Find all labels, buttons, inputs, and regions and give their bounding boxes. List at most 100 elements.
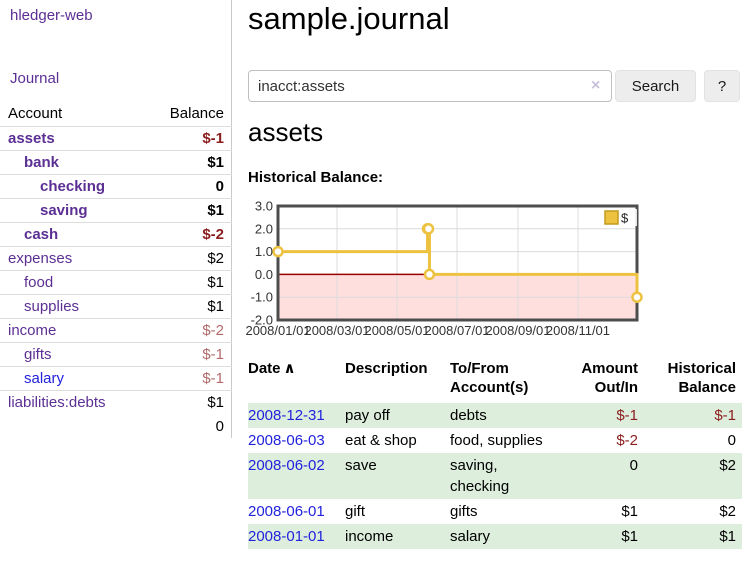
description-column-header: Description — [345, 360, 428, 377]
brand-link[interactable]: hledger-web — [10, 7, 93, 24]
transaction-date-link[interactable]: 2008-06-02 — [248, 457, 325, 474]
plot-border — [276, 204, 639, 322]
transaction-amount: $-1 — [616, 407, 638, 424]
accounts-column-header: To/From Account(s) — [450, 360, 529, 396]
transaction-description: income — [345, 528, 394, 545]
transaction-amount: $-2 — [616, 432, 638, 449]
account-row: supplies $1 — [0, 294, 232, 318]
account-row: gifts $-1 — [0, 342, 232, 366]
x-axis-tick-label: 2008/07/01 — [424, 323, 489, 338]
x-axis-tick-label: 2008/05/01 — [364, 323, 429, 338]
transaction-date-link[interactable]: 2008-06-01 — [248, 503, 325, 520]
accounts-balance-table: Account Balance assets $-1 bank $1 checking 0… — [0, 102, 232, 438]
transaction-balance: $2 — [719, 503, 736, 520]
x-axis-tick-label: 2008/01/01 — [245, 323, 310, 338]
account-row: income $-2 — [0, 318, 232, 342]
register-row: 2008-01-01 income salary $1 $1 — [248, 524, 742, 549]
transaction-balance: $-1 — [714, 407, 736, 424]
account-row: food $1 — [0, 270, 232, 294]
transaction-balance: $2 — [719, 457, 736, 474]
sidebar-account-balance: $1 — [207, 153, 224, 171]
transaction-date-link[interactable]: 2008-01-01 — [248, 528, 325, 545]
sidebar-account-link[interactable]: salary — [24, 369, 65, 387]
page-title: sample.journal — [248, 1, 450, 36]
sidebar-account-balance: $-2 — [202, 321, 224, 339]
sidebar-account-balance: $-1 — [202, 369, 224, 387]
data-point-marker — [422, 223, 435, 235]
transaction-balance: $1 — [719, 528, 736, 545]
legend-swatch — [604, 210, 619, 225]
sidebar-account-link[interactable]: assets — [8, 129, 55, 147]
sidebar-account-link[interactable]: supplies — [24, 297, 80, 315]
transaction-date-link[interactable]: 2008-06-03 — [248, 432, 325, 449]
register-row: 2008-06-03 eat & shop food, supplies $-2 0 — [248, 428, 742, 453]
register-row: 2008-06-01 gift gifts $1 $2 — [248, 499, 742, 524]
accounts-total-balance: 0 — [215, 417, 224, 435]
account-row: salary $-1 — [0, 366, 232, 390]
transaction-balance: 0 — [727, 432, 736, 449]
accounts-total-row: 0 — [0, 414, 232, 438]
search-button[interactable]: Search — [615, 70, 696, 102]
clear-search-icon[interactable]: × — [591, 77, 601, 94]
sidebar-account-link[interactable]: food — [24, 273, 54, 291]
sidebar-account-link[interactable]: liabilities:debts — [8, 393, 106, 411]
sidebar-account-link[interactable]: saving — [40, 201, 88, 219]
transaction-accounts: food, supplies — [450, 432, 543, 449]
total-spacer — [0, 414, 146, 438]
y-axis-tick-label: 2.0 — [255, 221, 273, 236]
sidebar-account-link[interactable]: gifts — [24, 345, 52, 363]
sidebar-account-balance: $-1 — [202, 129, 224, 147]
transaction-accounts: saving, checking — [450, 457, 510, 495]
transaction-description: eat & shop — [345, 432, 417, 449]
amount-column-header: Amount Out/In — [581, 360, 638, 396]
sidebar-item-journal[interactable]: Journal — [10, 70, 60, 87]
transaction-accounts: gifts — [450, 503, 478, 520]
account-column-header: Account — [8, 105, 63, 123]
search-input[interactable] — [248, 70, 612, 102]
help-button[interactable]: ? — [704, 70, 740, 102]
sidebar-account-balance: $1 — [207, 297, 224, 315]
data-point-marker — [631, 291, 643, 303]
y-axis-tick-label: 1.0 — [255, 244, 273, 259]
transaction-amount: $1 — [621, 528, 638, 545]
register-header-row: Date ∧ Description To/From Account(s) Amo… — [248, 356, 742, 403]
legend-label: $ — [621, 211, 629, 226]
transaction-date-link[interactable]: 2008-12-31 — [248, 407, 325, 424]
account-row: cash $-2 — [0, 222, 232, 246]
account-row: assets $-1 — [0, 126, 232, 150]
register-table: Date ∧ Description To/From Account(s) Amo… — [248, 356, 742, 549]
current-account-heading: assets — [248, 117, 324, 147]
sidebar-account-balance: $1 — [207, 273, 224, 291]
sidebar-account-link[interactable]: cash — [24, 225, 59, 243]
data-point-marker — [272, 245, 284, 258]
register-row: 2008-06-02 save saving, checking 0 $2 — [248, 453, 742, 499]
x-axis-tick-label: 2008/09/01 — [485, 323, 550, 338]
y-axis-tick-label: -1.0 — [251, 290, 273, 305]
transaction-amount: 0 — [629, 457, 638, 474]
transaction-description: gift — [345, 503, 366, 520]
transaction-amount: $1 — [621, 503, 638, 520]
sort-ascending-icon: ∧ — [283, 360, 296, 377]
sidebar-account-balance: 0 — [215, 177, 224, 195]
historical-balance-chart: $3.0 2.0 1.0 0.0 -1.0 -2.02008/01/012008/03/0… — [245, 199, 643, 338]
sidebar-account-link[interactable]: income — [8, 321, 57, 339]
transaction-description: pay off — [345, 407, 390, 424]
register-row: 2008-12-31 pay off debts $-1 $-1 — [248, 403, 742, 428]
sidebar-account-balance: $1 — [207, 201, 224, 219]
data-point-marker — [423, 268, 436, 281]
transaction-description: save — [345, 457, 377, 474]
chart-title: Historical Balance: — [248, 169, 384, 186]
sidebar-account-link[interactable]: checking — [40, 177, 106, 195]
account-row: checking 0 — [0, 174, 232, 198]
sidebar-account-link[interactable]: expenses — [8, 249, 73, 267]
x-axis-tick-label: 2008/03/01 — [304, 323, 369, 338]
sidebar-account-link[interactable]: bank — [24, 153, 60, 171]
date-column-header[interactable]: Date ∧ — [248, 360, 296, 377]
sidebar-account-balance: $-2 — [202, 225, 224, 243]
x-axis-tick-label: 2008/11/01 — [546, 323, 610, 338]
account-row: bank $1 — [0, 150, 232, 174]
y-axis-tick-label: -2.0 — [251, 313, 273, 328]
transaction-accounts: salary — [450, 528, 491, 545]
balance-column-header: Balance — [169, 105, 224, 123]
